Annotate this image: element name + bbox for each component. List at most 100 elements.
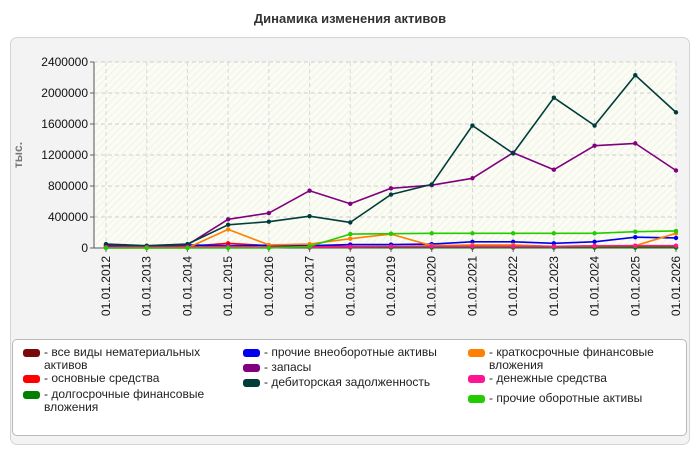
data-point [348,231,353,237]
x-tick-label: 01.01.2019 [384,256,398,316]
data-point [307,244,312,249]
legend-item[interactable]: - денежные средства [468,372,689,385]
legend-item[interactable]: - долгосрочные финансовые вложения [23,388,209,414]
data-point [592,123,597,128]
data-point [673,228,679,234]
legend-item[interactable]: - запасы [243,361,454,374]
legend-swatch [468,395,485,403]
legend-item[interactable]: - основные средства [23,372,209,385]
data-point [348,236,353,241]
legend-label: - краткосрочные финансовые вложения [489,345,654,372]
chart-title: Динамика изменения активов [253,11,447,26]
legend-swatch [243,349,260,357]
y-tick-label: 1600000 [41,117,88,131]
legend-swatch [243,364,260,372]
x-tick-label: 01.01.2013 [140,256,154,316]
x-tick-label: 01.01.2026 [669,256,683,316]
data-point [510,244,516,249]
data-point [673,243,679,248]
legend-item[interactable]: - дебиторская задолженность [243,376,454,389]
x-tick-label: 01.01.2022 [506,256,520,316]
data-point [592,243,597,249]
legend: - все виды нематериальных активов - основ… [12,339,687,436]
data-point [348,220,353,225]
data-point [633,229,638,234]
series-6 [103,72,679,248]
data-point [307,188,312,193]
data-point [348,201,353,207]
y-tick-label: 2000000 [41,86,88,100]
x-tick-label: 01.01.2024 [588,256,602,316]
legend-label: - все виды нематериальных активов [44,345,201,372]
legend-item[interactable]: - все виды нематериальных активов [23,346,209,372]
data-point [429,244,434,249]
data-point [103,245,109,251]
legend-label: - долгосрочные финансовые вложения [44,387,205,414]
data-point [673,235,679,241]
legend-swatch [243,379,260,387]
data-point [429,231,434,236]
data-point [633,72,638,78]
data-point [551,167,557,172]
data-point [388,244,394,249]
data-point [633,141,638,146]
data-point [470,244,475,249]
data-point [185,245,190,251]
y-tick-label: 1200000 [41,148,88,162]
data-point [470,123,475,128]
legend-swatch [23,391,40,399]
x-tick-label: 01.01.2014 [180,256,194,316]
data-point [266,219,272,224]
legend-label: - основные средства [44,371,160,385]
x-tick-label: 01.01.2016 [262,256,276,316]
legend-item[interactable]: - краткосрочные финансовые вложения [468,346,689,372]
data-point [470,239,475,244]
data-point [551,231,557,236]
data-point [185,241,190,247]
data-point [388,192,394,197]
legend-swatch [23,349,40,357]
data-point [470,176,475,181]
data-point [225,217,231,222]
x-tick-label: 01.01.2020 [425,256,439,316]
legend-swatch [23,375,40,383]
legend-label: - прочие внеоборотные активы [264,345,437,359]
data-point [266,245,272,251]
data-point [592,231,597,236]
data-point [551,95,557,100]
data-point [633,243,638,248]
data-point [348,244,353,250]
legend-label: - денежные средства [489,371,607,385]
legend-label: - прочие оборотные активы [489,391,643,405]
data-point [388,186,394,191]
x-tick-label: 01.01.2018 [343,256,357,316]
legend-label: - дебиторская задолженность [264,375,431,389]
data-point [510,231,516,236]
data-point [551,244,557,249]
data-point [551,241,557,246]
legend-swatch [468,349,485,357]
legend-item[interactable]: - прочие оборотные активы [468,392,689,405]
data-point [510,239,516,244]
data-point [225,227,231,232]
y-tick-label: 800000 [48,179,88,193]
legend-item[interactable]: - прочие внеоборотные активы [243,346,454,359]
data-point [592,143,597,148]
data-point [673,110,679,115]
data-point [633,234,638,240]
x-tick-label: 01.01.2021 [465,256,479,316]
legend-swatch [468,375,485,383]
y-tick-label: 400000 [48,210,88,224]
data-point [225,222,231,227]
data-point [225,245,231,251]
y-tick-label: 0 [81,241,88,255]
series-9 [103,228,679,251]
data-point [266,210,272,216]
y-tick-label: 2400000 [41,55,88,69]
x-tick-label: 01.01.2023 [547,256,561,316]
x-tick-label: 01.01.2012 [99,256,113,316]
data-point [673,168,679,173]
x-tick-label: 01.01.2025 [628,256,642,316]
y-axis-label: тыс. [11,142,25,168]
